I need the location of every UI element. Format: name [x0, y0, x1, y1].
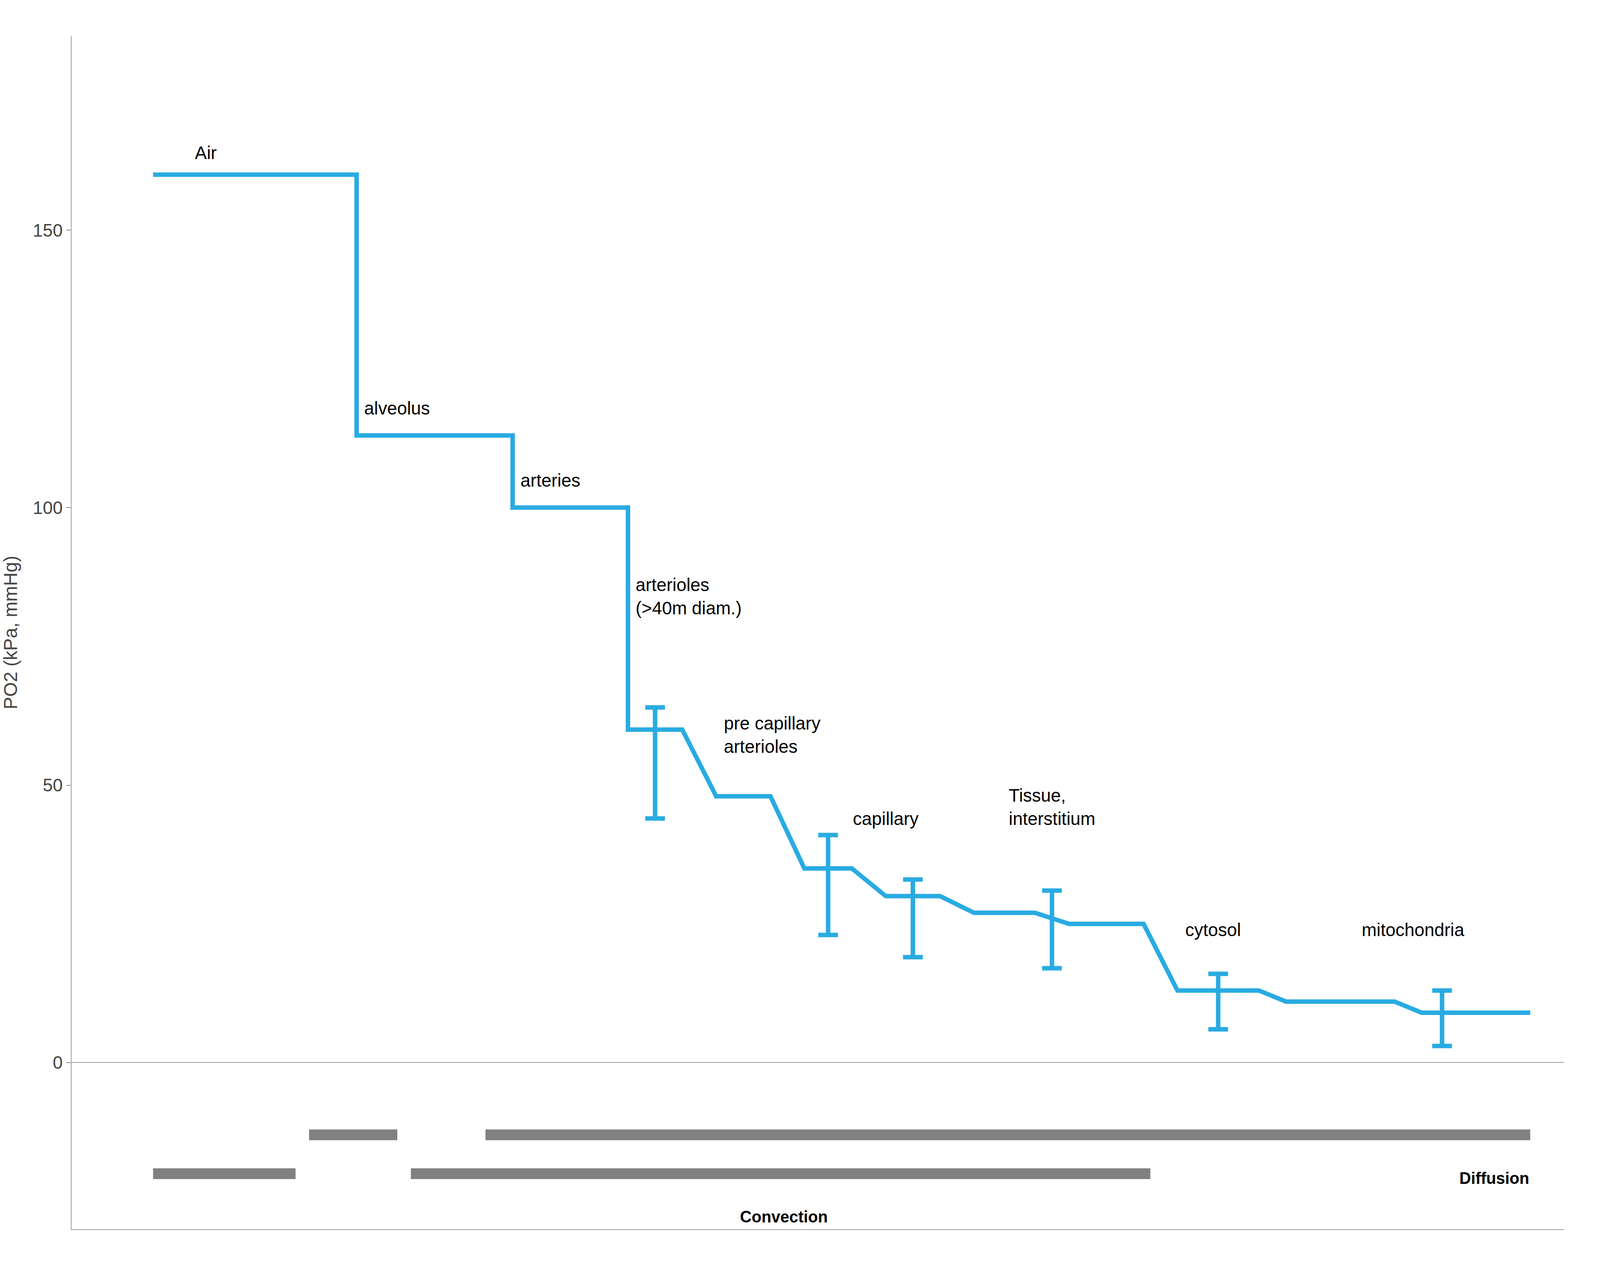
svg-text:pre capillaryarterioles: pre capillaryarterioles: [723, 713, 821, 757]
svg-text:arterioles(>40m diam.): arterioles(>40m diam.): [635, 574, 742, 618]
svg-text:cytosol: cytosol: [1185, 919, 1242, 940]
svg-text:50: 50: [43, 774, 64, 795]
svg-text:mitochondria: mitochondria: [1361, 919, 1465, 940]
svg-text:alveolus: alveolus: [364, 398, 431, 418]
svg-text:0: 0: [52, 1052, 63, 1072]
svg-text:Tissue,interstitium: Tissue,interstitium: [1008, 785, 1096, 829]
svg-text:Air: Air: [194, 142, 217, 163]
svg-text:capillary: capillary: [852, 808, 919, 829]
svg-text:100: 100: [32, 497, 63, 518]
svg-text:PO2 (kPa, mmHg): PO2 (kPa, mmHg): [0, 555, 22, 710]
svg-text:arteries: arteries: [520, 470, 581, 491]
svg-text:Diffusion: Diffusion: [1459, 1168, 1530, 1188]
svg-text:Convection: Convection: [739, 1207, 828, 1226]
svg-text:150: 150: [32, 220, 63, 241]
